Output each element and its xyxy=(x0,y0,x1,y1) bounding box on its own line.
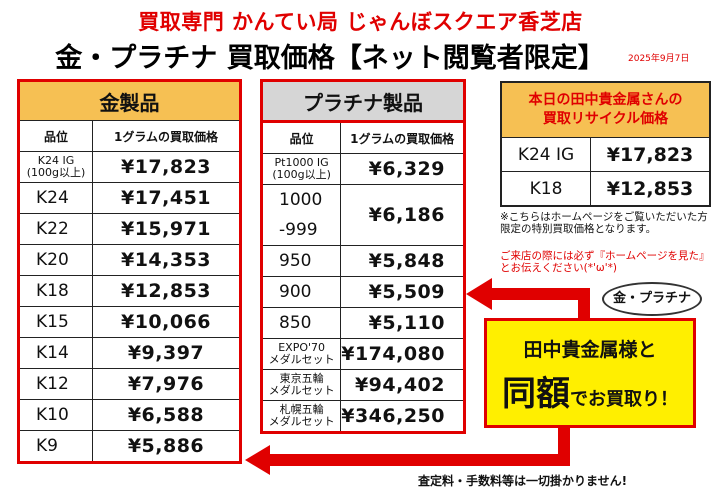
table-row: K12 ¥7,976 xyxy=(17,368,242,400)
price-cell: ¥14,353 xyxy=(92,244,242,276)
recycle-price: ¥17,823 xyxy=(606,143,694,166)
arrow-to-k9 xyxy=(245,428,570,475)
grade-cell: EXPO'70 メダルセット xyxy=(259,338,342,370)
table-row: EXPO'70 メダルセット ¥174,080 xyxy=(259,338,466,370)
grade-cell: K24 xyxy=(17,182,93,214)
page-title: 金・プラチナ 買取価格【ネット閲覧者限定】 xyxy=(55,43,605,74)
price-cell: ¥7,976 xyxy=(92,368,242,400)
grade-cell: Pt1000 IG (100g以上) xyxy=(259,153,342,185)
platinum-col-grade: 品位 xyxy=(259,121,342,154)
table-row: 1000 ¥6,186 xyxy=(259,184,466,246)
table-row: 900 ¥5,509 xyxy=(259,276,466,308)
recycle-grade: K18 xyxy=(502,172,591,205)
table-row: 950 ¥5,848 xyxy=(259,245,466,277)
gold-platinum-bubble: 金・プラチナ xyxy=(602,282,702,316)
table-row: K20 ¥14,353 xyxy=(17,244,242,276)
price-cell: ¥5,110 xyxy=(340,307,466,339)
table-row: Pt1000 IG (100g以上) ¥6,329 xyxy=(259,153,466,185)
table-row: 東京五輪 メダルセット ¥94,402 xyxy=(259,369,466,401)
price-cell: ¥6,329 xyxy=(340,153,466,185)
table-row: 850 ¥5,110 xyxy=(259,307,466,339)
price-cell: ¥174,080 xyxy=(340,338,466,370)
table-row: K24 IG (100g以上) ¥17,823 xyxy=(17,151,242,183)
grade-cell: K22 xyxy=(17,213,93,245)
table-row: K22 ¥15,971 xyxy=(17,213,242,245)
grade-cell: K15 xyxy=(17,306,93,338)
platinum-price-table: プラチナ製品 品位 1グラムの買取価格 Pt1000 IG (100g以上) ¥6… xyxy=(259,79,466,434)
grade-cell: 東京五輪 メダルセット xyxy=(259,369,342,401)
callout-buy: でお買取り！ xyxy=(570,389,678,410)
grade-cell: K9 xyxy=(17,430,93,464)
price-cell: ¥6,588 xyxy=(92,399,242,431)
price-cell: ¥94,402 xyxy=(340,369,466,401)
recycle-box-title: 本日の田中貴金属さんの 買取リサイクル価格 xyxy=(502,83,709,138)
price-cell: ¥5,848 xyxy=(340,245,466,277)
same-price-callout: 田中貴金属様と 同額でお買取り！ xyxy=(484,318,696,428)
grade-cell: 850 xyxy=(259,307,342,339)
price-cell: ¥5,886 xyxy=(92,430,242,464)
table-row: K15 ¥10,066 xyxy=(17,306,242,338)
table-row: K10 ¥6,588 xyxy=(17,399,242,431)
grade-cell: K12 xyxy=(17,368,93,400)
grade-cell: K24 IG (100g以上) xyxy=(17,151,93,183)
callout-line2: 同額でお買取り！ xyxy=(487,366,693,415)
platinum-col-price: 1グラムの買取価格 xyxy=(340,121,466,154)
grade-cell: 1000 xyxy=(259,184,342,215)
platinum-table-title: プラチナ製品 xyxy=(260,79,466,123)
grade-cell: -999 xyxy=(259,215,342,246)
special-price-note: ※こちらはホームページをご覧いただいた方限定の特別買取価格となります。 xyxy=(500,211,708,235)
price-cell: ¥12,853 xyxy=(92,275,242,307)
grade-cell: 900 xyxy=(259,276,342,308)
table-row: -999 xyxy=(259,215,465,246)
recycle-price-box: 本日の田中貴金属さんの 買取リサイクル価格 K24 IG ¥17,823 K18… xyxy=(500,81,711,207)
table-row: 札幌五輪 メダルセット ¥346,250 xyxy=(259,400,466,434)
gold-col-price: 1グラムの買取価格 xyxy=(92,120,242,152)
price-cell: ¥6,186 xyxy=(340,184,466,246)
recycle-row: K24 IG ¥17,823 xyxy=(502,138,709,171)
gold-price-table: 金製品 品位 1グラムの買取価格 K24 IG (100g以上) ¥17,823 K… xyxy=(17,79,242,464)
date-label: 2025年9月7日 xyxy=(628,54,690,64)
recycle-grade: K24 IG xyxy=(502,138,591,171)
callout-same: 同額 xyxy=(502,374,570,414)
arrow-to-platinum xyxy=(466,278,590,318)
price-cell: ¥15,971 xyxy=(92,213,242,245)
price-cell: ¥17,823 xyxy=(92,151,242,183)
no-fee-note: 査定料・手数料等は一切掛かりません! xyxy=(418,474,628,488)
grade-cell: 札幌五輪 メダルセット xyxy=(259,400,342,434)
price-cell: ¥346,250 xyxy=(340,400,466,434)
recycle-price: ¥12,853 xyxy=(606,177,694,200)
visit-note: ご来店の際には必ず『ホームページを見た』とお伝えください(*'ω'*) xyxy=(500,250,710,274)
grade-cell: K10 xyxy=(17,399,93,431)
grade-cell: K18 xyxy=(17,275,93,307)
table-row: K18 ¥12,853 xyxy=(17,275,242,307)
grade-cell: K20 xyxy=(17,244,93,276)
callout-line1: 田中貴金属様と xyxy=(523,339,657,361)
price-cell: ¥5,509 xyxy=(340,276,466,308)
recycle-row: K18 ¥12,853 xyxy=(502,171,709,205)
shop-name: 買取専門 かんてい局 じゃんぼスクエア香芝店 xyxy=(138,10,583,34)
table-row: K9 ¥5,886 xyxy=(17,430,242,464)
